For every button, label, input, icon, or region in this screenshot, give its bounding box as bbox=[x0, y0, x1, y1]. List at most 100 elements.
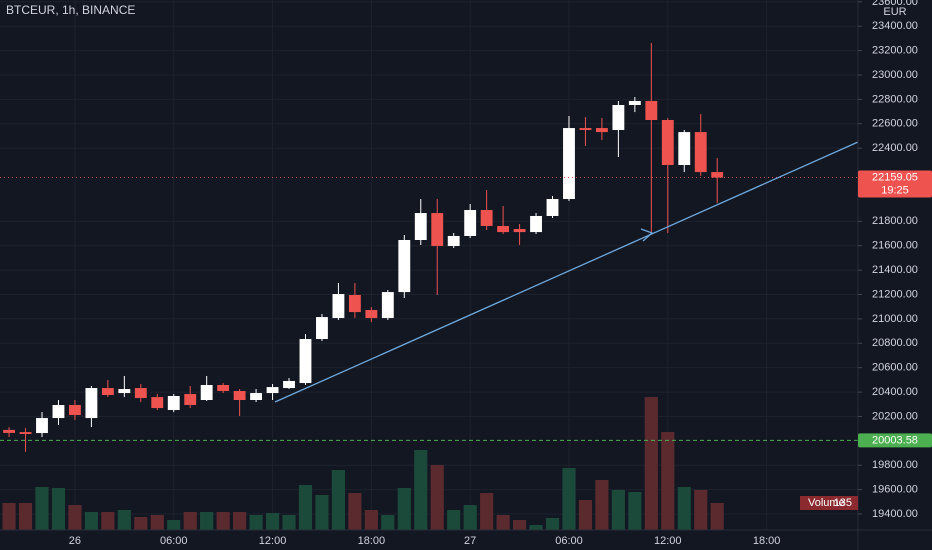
y-tick-label: 21200.00 bbox=[872, 288, 918, 300]
candle-body bbox=[365, 310, 378, 319]
candle-body bbox=[579, 128, 592, 130]
volume-bar bbox=[2, 503, 16, 530]
y-tick-label: 22600.00 bbox=[872, 118, 918, 130]
candle-body bbox=[184, 394, 197, 405]
volume-bar bbox=[18, 503, 33, 530]
x-tick-label: 12:00 bbox=[259, 535, 287, 547]
candle-body bbox=[3, 429, 15, 433]
volume-bar bbox=[117, 510, 131, 530]
y-tick-label: 21400.00 bbox=[872, 264, 918, 276]
candle-body bbox=[167, 395, 180, 410]
volume-bar bbox=[710, 503, 724, 530]
y-tick-label: 21800.00 bbox=[872, 215, 918, 227]
y-tick-label: 23000.00 bbox=[872, 69, 918, 81]
y-tick-label: 20200.00 bbox=[872, 410, 918, 422]
volume-bar bbox=[68, 505, 82, 530]
y-tick-label: 20600.00 bbox=[872, 362, 918, 374]
volume-bar bbox=[331, 470, 346, 530]
volume-bar bbox=[200, 512, 214, 530]
volume-bar bbox=[463, 505, 477, 530]
last-price-box bbox=[858, 170, 932, 198]
candle-body bbox=[134, 388, 147, 399]
candle-body bbox=[563, 128, 575, 200]
volume-bar bbox=[167, 520, 181, 530]
y-tick-label: 19800.00 bbox=[872, 459, 918, 471]
y-tick-label: 19600.00 bbox=[872, 484, 918, 496]
candle-body bbox=[530, 215, 542, 233]
volume-bar bbox=[51, 488, 66, 530]
volume-bar bbox=[35, 487, 49, 530]
volume-bar bbox=[414, 450, 428, 530]
candle-body bbox=[595, 128, 608, 133]
candle-body bbox=[283, 380, 295, 389]
volume-bar bbox=[397, 488, 411, 530]
volume-bar bbox=[480, 493, 494, 530]
candle-body bbox=[661, 120, 674, 165]
volume-bar bbox=[315, 495, 329, 530]
candle-body bbox=[513, 229, 526, 233]
volume-legend-value: 135 bbox=[834, 497, 852, 509]
candle-body bbox=[36, 418, 48, 434]
candle-body bbox=[414, 213, 427, 240]
candle-body bbox=[480, 210, 493, 226]
volume-bar bbox=[447, 510, 461, 530]
y-tick-label: 21600.00 bbox=[872, 240, 918, 252]
candle-body bbox=[464, 210, 477, 236]
candle-body bbox=[151, 397, 164, 409]
volume-bar bbox=[512, 520, 527, 530]
volume-bar bbox=[348, 493, 362, 530]
candle-body bbox=[678, 132, 691, 165]
candle-body bbox=[101, 388, 114, 395]
volume-bar bbox=[282, 515, 296, 530]
trend-line[interactable] bbox=[274, 141, 859, 403]
price-line-label: 20003.58 bbox=[872, 434, 918, 446]
y-tick-label: 19400.00 bbox=[872, 508, 918, 520]
volume-bar bbox=[134, 517, 148, 530]
candle-body bbox=[266, 387, 279, 394]
x-tick-label: 27 bbox=[464, 535, 476, 547]
trend-arrow bbox=[640, 228, 654, 242]
x-tick-label: 18:00 bbox=[753, 535, 781, 547]
candle-body bbox=[217, 385, 230, 391]
y-tick-label: 23600.00 bbox=[872, 0, 918, 8]
volume-bar bbox=[381, 515, 395, 530]
candle-body bbox=[332, 294, 345, 319]
volume-bar bbox=[265, 513, 280, 530]
candle-body bbox=[85, 388, 98, 419]
volume-bar bbox=[84, 512, 98, 530]
volume-bar bbox=[562, 468, 576, 530]
volume-bar bbox=[529, 525, 543, 530]
volume-bar bbox=[430, 465, 444, 530]
volume-bar bbox=[249, 515, 263, 530]
volume-bar bbox=[545, 518, 560, 530]
candle-body bbox=[69, 405, 81, 415]
volume-bar bbox=[216, 512, 230, 530]
y-tick-label: 23400.00 bbox=[872, 20, 918, 32]
candle-body bbox=[497, 225, 510, 233]
candle-body bbox=[348, 295, 361, 313]
x-tick-label: 18:00 bbox=[358, 535, 386, 547]
candle-body bbox=[447, 235, 460, 246]
candle-body bbox=[431, 213, 444, 246]
candle-body bbox=[52, 405, 65, 419]
volume-legend-box bbox=[800, 496, 858, 510]
y-tick-label: 23200.00 bbox=[872, 45, 918, 57]
volume-bar bbox=[644, 397, 658, 530]
volume-bar bbox=[496, 515, 510, 530]
price-line-box bbox=[858, 433, 932, 448]
volume-bar bbox=[595, 480, 609, 530]
volume-bar bbox=[101, 512, 115, 530]
candle-body bbox=[628, 100, 641, 105]
y-tick-label: 22800.00 bbox=[872, 93, 918, 105]
volume-bar bbox=[183, 512, 197, 530]
candle-body bbox=[250, 393, 263, 400]
currency: EUR bbox=[883, 6, 906, 18]
volume-bar bbox=[628, 492, 642, 530]
x-tick-label: 26 bbox=[69, 535, 81, 547]
y-tick-label: 20800.00 bbox=[872, 337, 918, 349]
candle-body bbox=[19, 432, 32, 435]
volume-bar bbox=[677, 487, 691, 530]
candle-body bbox=[398, 240, 411, 293]
